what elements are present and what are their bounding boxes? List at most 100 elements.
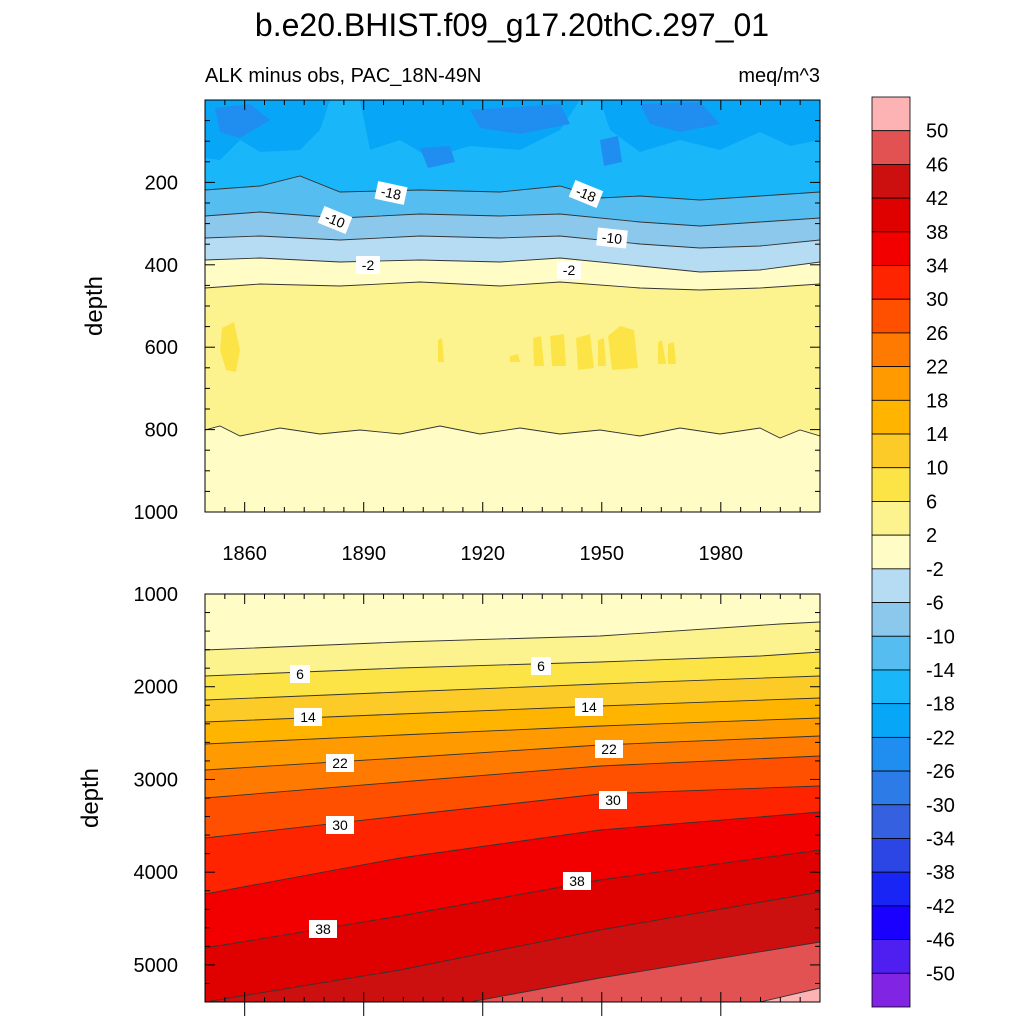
patch-minus26-a (215, 104, 270, 138)
top-contour-labels: -18 -18 -10 -10 -2 -2 (317, 180, 628, 279)
colorbar-swatch (871, 939, 911, 974)
colorbar-swatch (871, 332, 911, 368)
bottom-contour-fill (205, 594, 820, 1002)
band-46to50 (470, 942, 820, 1002)
y-tick-label: 800 (145, 420, 178, 442)
band-minus14 (205, 176, 820, 226)
svg-text:38: 38 (569, 873, 585, 889)
band-minus6 (205, 236, 820, 272)
colorbar-label: -34 (926, 828, 955, 850)
contour-label: 30 (326, 816, 354, 834)
colorbar-label: -50 (926, 963, 955, 985)
contour-label: 38 (563, 872, 591, 890)
x-tick-label: 1920 (460, 543, 505, 565)
y-tick-label: 1000 (134, 502, 179, 524)
colorbar-swatch (871, 804, 911, 839)
colorbar-label: 30 (926, 289, 948, 311)
svg-text:30: 30 (605, 792, 621, 808)
patch-plus6-b (438, 338, 444, 362)
top-contour-fill (205, 100, 820, 512)
patch-plus6-a (220, 322, 240, 372)
colorbar-label: 38 (926, 222, 948, 244)
contour-label: -10 (596, 227, 628, 249)
contour-label: 30 (599, 791, 627, 809)
svg-text:22: 22 (601, 741, 617, 757)
y-tick-label: 4000 (134, 862, 179, 884)
top-panel: 200 400 600 800 1000 1860 1890 1920 1950 1980 -18… (81, 99, 821, 565)
svg-text:-2: -2 (563, 262, 576, 278)
colorbar-label: -10 (926, 626, 955, 648)
colorbar-label: 10 (926, 458, 948, 480)
patch-minus26-d (600, 136, 622, 166)
colorbar-label: -26 (926, 761, 955, 783)
x-tick-label: 1950 (580, 543, 625, 565)
colorbar-swatch (871, 568, 911, 603)
patch-plus6-d (533, 336, 544, 366)
colorbar-swatch (871, 467, 911, 502)
colorbar-swatch (871, 838, 911, 873)
x-tick-label: 1890 (341, 543, 386, 565)
colorbar-swatch (871, 602, 911, 637)
y-tick-label: 3000 (134, 769, 179, 791)
patch-minus26-e (640, 102, 720, 132)
contour-label: -2 (557, 261, 581, 279)
colorbar-swatch (871, 197, 911, 233)
colorbar: 50 46 42 38 34 30 26 22 18 14 10 6 2 -2 -6 -10 -14 -18 -22… (871, 96, 955, 1008)
patch-minus26-c (470, 104, 570, 134)
colorbar-swatch (871, 534, 911, 570)
colorbar-swatch (871, 265, 911, 300)
contour-label: -2 (356, 256, 380, 274)
colorbar-label: 14 (926, 424, 948, 446)
patch-plus6-h (608, 326, 638, 370)
x-tick-label: 1860 (222, 543, 267, 565)
colorbar-swatch (871, 433, 911, 469)
svg-text:-18: -18 (574, 183, 599, 205)
colorbar-swatch (871, 972, 911, 1008)
colorbar-label: 34 (926, 256, 948, 278)
colorbar-label: 22 (926, 357, 948, 379)
colorbar-label: -14 (926, 660, 955, 682)
colorbar-label: -22 (926, 727, 955, 749)
colorbar-label: 42 (926, 188, 948, 210)
contour-label: 38 (309, 920, 337, 938)
patch-plus6-c (510, 354, 520, 362)
colorbar-swatch (871, 231, 911, 266)
colorbar-label: -30 (926, 795, 955, 817)
colorbar-label: 6 (926, 491, 937, 513)
colorbar-swatch (871, 703, 911, 738)
y-tick-label: 400 (145, 255, 178, 277)
colorbar-swatch (871, 871, 911, 907)
colorbar-label: -46 (926, 930, 955, 952)
top-ylabel: depth (81, 276, 108, 336)
svg-text:6: 6 (537, 658, 545, 674)
colorbar-label: -18 (926, 694, 955, 716)
colorbar-swatch (871, 905, 911, 940)
contour-label: -18 (568, 180, 604, 208)
colorbar-label: -6 (926, 593, 944, 615)
y-tick-label: 600 (145, 337, 178, 359)
y-tick-label: 200 (145, 172, 178, 194)
bottom-panel: 1000 2000 3000 4000 5000 6 6 14 14 22 22 30 … (77, 584, 821, 1016)
svg-text:38: 38 (315, 921, 331, 937)
y-tick-label: 2000 (134, 677, 179, 699)
colorbar-swatch (871, 770, 911, 806)
contour-label: 14 (294, 708, 322, 726)
colorbar-label: 26 (926, 323, 948, 345)
contour-label: 14 (575, 698, 603, 716)
bottom-ylabel: depth (77, 768, 104, 828)
colorbar-swatch (871, 635, 911, 671)
patch-plus6-f (576, 334, 594, 370)
colorbar-swatch (871, 298, 911, 334)
colorbar-swatch (871, 130, 911, 165)
colorbar-label: 46 (926, 154, 948, 176)
colorbar-swatch (871, 399, 911, 435)
svg-text:22: 22 (332, 755, 348, 771)
patch-plus6-j (668, 342, 676, 364)
contour-label: 22 (326, 754, 354, 772)
svg-text:14: 14 (581, 699, 597, 715)
bottom-contour-labels: 6 6 14 14 22 22 30 30 38 38 (290, 657, 627, 938)
colorbar-label: 50 (926, 121, 948, 143)
top-ticks: 200 400 600 800 1000 1860 1890 1920 1950 1980 (134, 100, 820, 565)
y-tick-label: 1000 (134, 584, 179, 606)
colorbar-swatch (871, 366, 911, 401)
